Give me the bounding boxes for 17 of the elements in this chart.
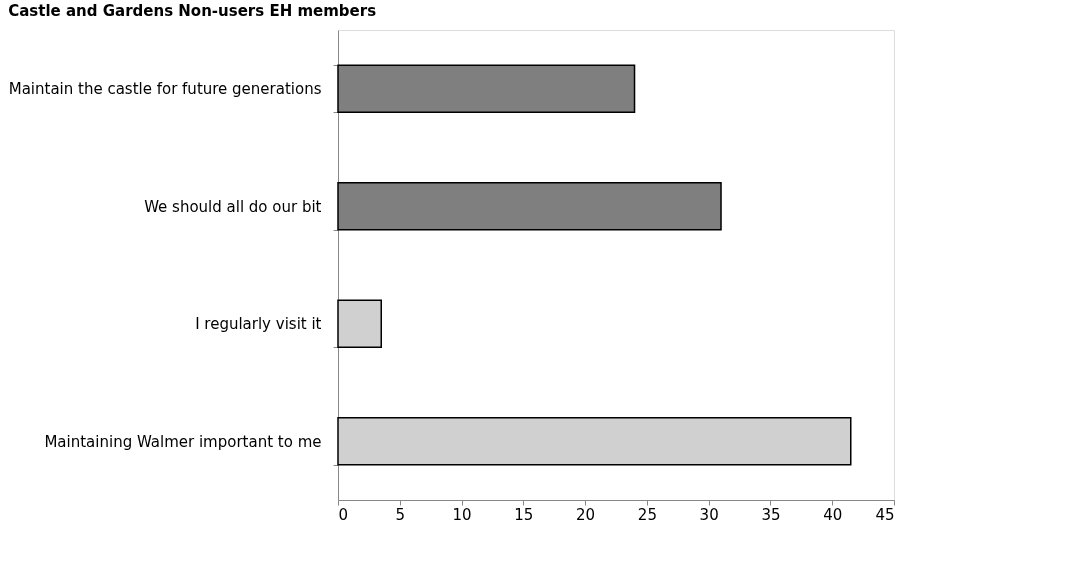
x-tick-label: 45 bbox=[875, 505, 895, 524]
x-tick-label: 35 bbox=[761, 505, 781, 524]
x-tick-label: 30 bbox=[699, 505, 719, 524]
x-tick-label: 40 bbox=[823, 505, 843, 524]
bar bbox=[337, 299, 382, 348]
text: Castle and Gardens Non-users EH members bbox=[8, 2, 377, 20]
x-tick-label: 5 bbox=[395, 505, 406, 524]
bar bbox=[337, 417, 852, 466]
y-tick-label: We should all do our bit bbox=[144, 197, 322, 216]
y-tick-label: Maintain the castle for future generations bbox=[8, 80, 322, 99]
x-tick-label: 0 bbox=[338, 505, 349, 524]
x-tick-label: 25 bbox=[637, 505, 657, 524]
y-tick-label: I regularly visit it bbox=[195, 315, 322, 334]
y-tick-label: Maintaining Walmer important to me bbox=[44, 432, 322, 451]
x-tick-label: 15 bbox=[514, 505, 534, 524]
x-tick-label: 10 bbox=[452, 505, 472, 524]
x-tick-label: 20 bbox=[576, 505, 596, 524]
